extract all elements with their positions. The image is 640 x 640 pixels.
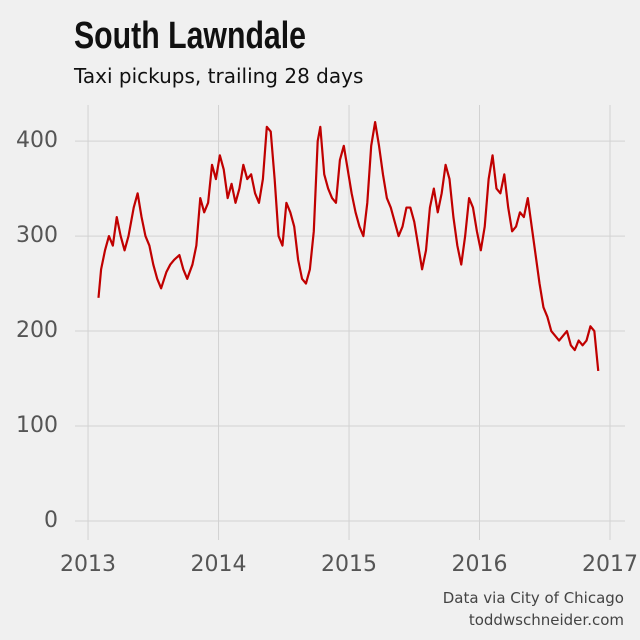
x-tick-label: 2014 — [191, 552, 247, 577]
y-tick-label: 400 — [16, 128, 58, 153]
source-note: Data via City of Chicago — [443, 589, 624, 607]
x-tick-label: 2016 — [452, 552, 508, 577]
y-tick-label: 100 — [16, 413, 58, 438]
data-line — [97, 121, 600, 372]
x-tick-label: 2015 — [321, 552, 377, 577]
y-tick-label: 200 — [16, 318, 58, 343]
chart-subtitle: Taxi pickups, trailing 28 days — [73, 64, 363, 88]
x-tick-label: 2013 — [60, 552, 116, 577]
y-tick-label: 0 — [44, 508, 58, 533]
x-tick-label: 2017 — [582, 552, 638, 577]
chart-title: South Lawndale — [74, 15, 306, 57]
y-tick-label: 300 — [16, 223, 58, 248]
credit-note: toddwschneider.com — [469, 611, 624, 629]
